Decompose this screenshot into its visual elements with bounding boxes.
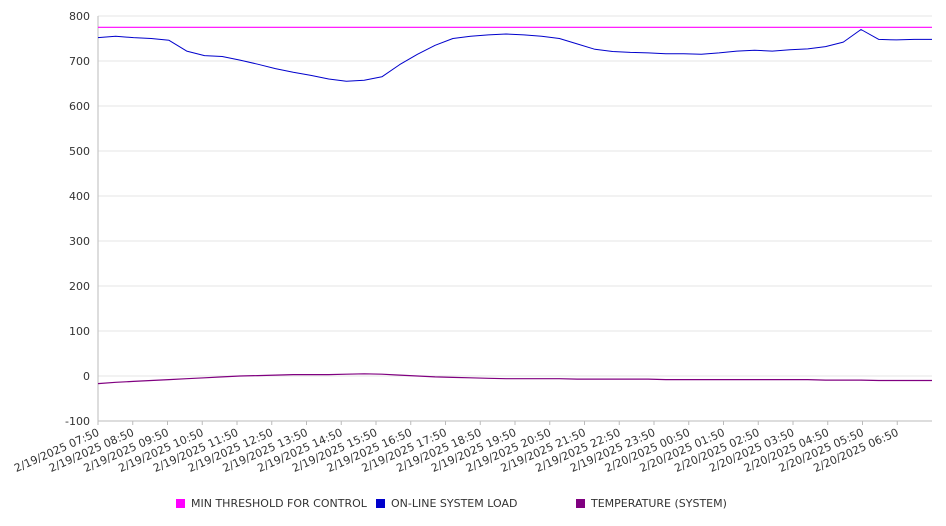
- legend-label: TEMPERATURE (SYSTEM): [591, 497, 727, 510]
- y-tick-label: 300: [69, 235, 90, 248]
- legend-item: ON-LINE SYSTEM LOAD: [376, 497, 517, 510]
- y-tick-label: 700: [69, 55, 90, 68]
- legend-swatch: [376, 499, 385, 508]
- legend-swatch: [176, 499, 185, 508]
- y-tick-label: 400: [69, 190, 90, 203]
- y-tick-label: 600: [69, 100, 90, 113]
- legend-item: MIN THRESHOLD FOR CONTROL: [176, 497, 367, 510]
- legend-swatch: [576, 499, 585, 508]
- chart-legend: MIN THRESHOLD FOR CONTROL ON-LINE SYSTEM …: [0, 497, 946, 515]
- y-axis-ticks: 800 700 600 500 400 300 200 100 0 -100: [65, 10, 90, 428]
- axes: [97, 16, 932, 422]
- temperature-series-line: [97, 373, 932, 385]
- legend-label: MIN THRESHOLD FOR CONTROL: [191, 497, 367, 510]
- legend-label: ON-LINE SYSTEM LOAD: [391, 497, 518, 510]
- load-series-line: [97, 29, 932, 82]
- legend-item: TEMPERATURE (SYSTEM): [576, 497, 727, 510]
- y-tick-label: 500: [69, 145, 90, 158]
- y-tick-label: 200: [69, 280, 90, 293]
- x-axis-ticks: 2/19/2025 07:502/19/2025 08:502/19/2025 …: [12, 421, 900, 475]
- y-tick-label: 0: [83, 370, 90, 383]
- y-tick-label: 800: [69, 10, 90, 23]
- y-tick-label: 100: [69, 325, 90, 338]
- series-lines: [97, 26, 932, 385]
- grid-lines: [98, 15, 932, 422]
- y-tick-label: -100: [65, 415, 90, 428]
